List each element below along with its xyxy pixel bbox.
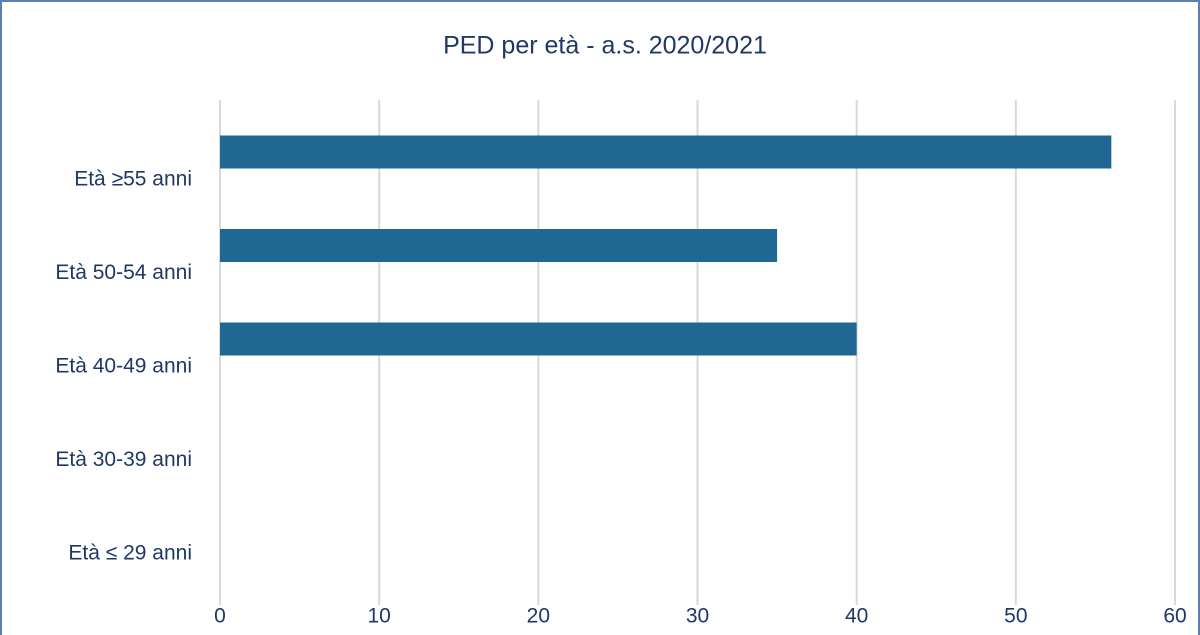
x-tick-label: 10 xyxy=(367,605,390,628)
x-tick-label: 60 xyxy=(1163,605,1186,628)
x-tick-label: 0 xyxy=(214,605,226,628)
y-tick-label: Età 40-49 anni xyxy=(55,355,192,378)
x-tick-label: 50 xyxy=(1004,605,1027,628)
x-tick-label: 30 xyxy=(686,605,709,628)
x-tick-label: 20 xyxy=(527,605,550,628)
bar xyxy=(220,322,857,356)
y-tick-label: Età 50-54 anni xyxy=(55,261,192,284)
y-tick-label: Età 30-39 anni xyxy=(55,448,192,471)
y-tick-label: Età ≤ 29 anni xyxy=(68,542,192,565)
x-tick-label: 40 xyxy=(845,605,868,628)
y-tick-label: Età ≥55 anni xyxy=(74,168,192,191)
bar xyxy=(220,229,778,262)
chart-title: PED per età - a.s. 2020/2021 xyxy=(443,32,767,60)
bar xyxy=(220,135,1112,169)
